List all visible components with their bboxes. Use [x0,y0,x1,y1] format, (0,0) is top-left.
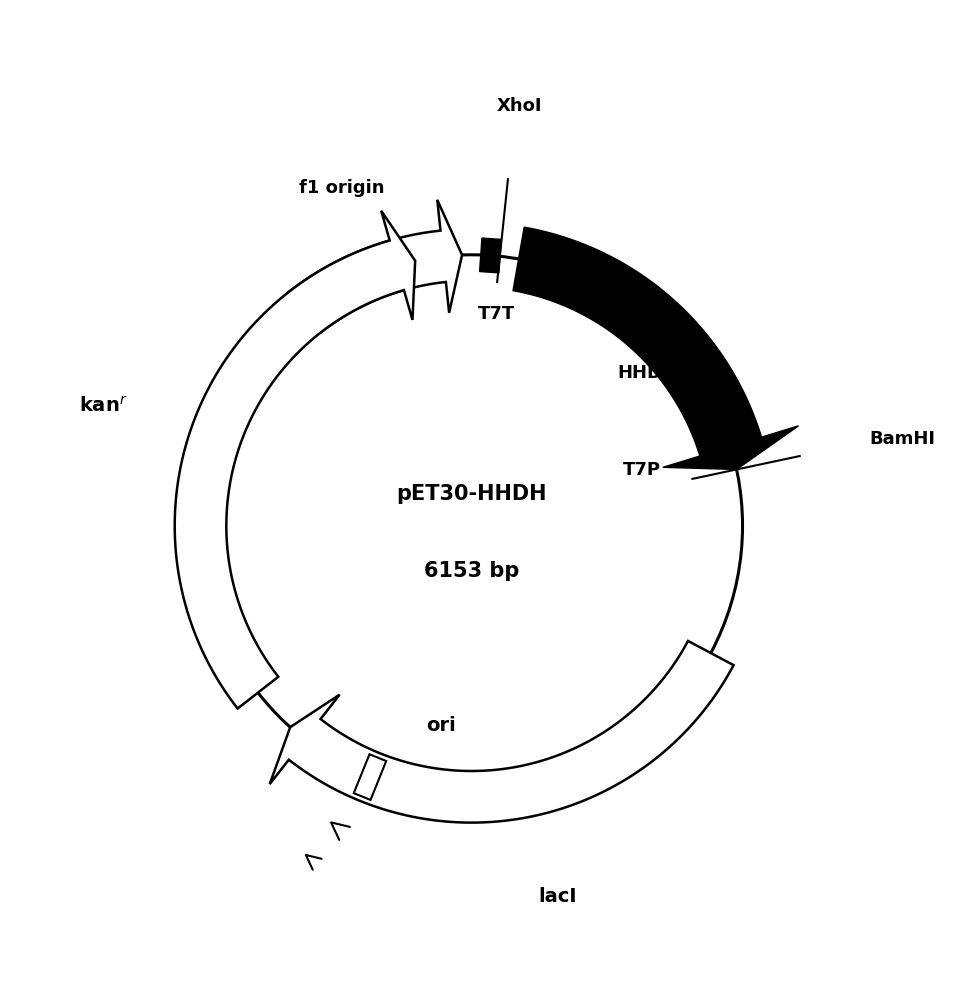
Text: f1 origin: f1 origin [299,179,384,197]
Polygon shape [289,200,462,333]
Polygon shape [480,238,501,273]
Polygon shape [270,641,733,823]
Polygon shape [175,211,415,709]
Text: lacI: lacI [538,887,576,906]
Text: T7T: T7T [478,305,515,323]
Text: XhoI: XhoI [497,97,543,115]
Text: ori: ori [426,716,456,735]
Text: 6153 bp: 6153 bp [424,561,519,581]
Text: kan$^r$: kan$^r$ [79,396,127,416]
Text: BamHI: BamHI [870,430,936,448]
Text: HHDH: HHDH [618,364,677,382]
Text: T7P: T7P [622,461,661,479]
Polygon shape [354,754,386,800]
Polygon shape [513,227,798,469]
Text: pET30-HHDH: pET30-HHDH [397,484,547,504]
